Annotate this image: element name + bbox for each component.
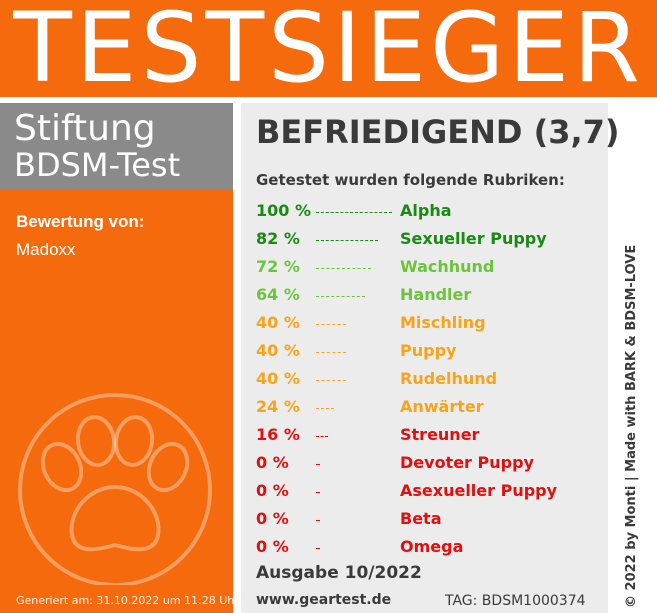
- category-percent: 72 %: [256, 257, 300, 276]
- category-bar: [316, 436, 329, 437]
- category-row: 72 % Wachhund: [256, 253, 606, 281]
- organization-name-line1: Stiftung: [14, 108, 156, 149]
- category-bar: [316, 464, 320, 465]
- category-name: Streuner: [400, 425, 480, 444]
- grade-heading: BEFRIEDIGEND (3,7): [256, 113, 620, 151]
- category-percent: 40 %: [256, 369, 300, 388]
- category-bar: [316, 408, 335, 409]
- category-row: 24 % Anwärter: [256, 393, 606, 421]
- tested-categories-label: Getestet wurden folgende Rubriken:: [256, 171, 565, 189]
- category-row: 82 % Sexueller Puppy: [256, 225, 606, 253]
- banner-title: TESTSIEGER: [13, 0, 644, 104]
- credit-text: © 2022 by Monti | Made with BARK & BDSM-…: [624, 244, 639, 608]
- category-row: 40 % Rudelhund: [256, 365, 606, 393]
- category-bar: [316, 492, 320, 493]
- category-row: 16 % Streuner: [256, 421, 606, 449]
- category-row: 0 % Omega: [256, 533, 606, 561]
- category-name: Wachhund: [400, 257, 495, 276]
- category-bar: [316, 352, 347, 353]
- category-row: 0 % Devoter Puppy: [256, 449, 606, 477]
- category-percent: 82 %: [256, 229, 300, 248]
- category-name: Omega: [400, 537, 464, 556]
- category-bar: [316, 548, 320, 549]
- category-name: Handler: [400, 285, 472, 304]
- paw-icon: [18, 393, 212, 585]
- category-bar: [316, 212, 392, 213]
- category-name: Puppy: [400, 341, 457, 360]
- category-percent: 40 %: [256, 341, 300, 360]
- category-name: Mischling: [400, 313, 486, 332]
- category-name: Alpha: [400, 201, 452, 220]
- category-row: 0 % Beta: [256, 505, 606, 533]
- rated-by-name: Madoxx: [16, 240, 76, 259]
- category-row: 40 % Puppy: [256, 337, 606, 365]
- category-bar: [316, 324, 347, 325]
- issue-label: Ausgabe 10/2022: [256, 563, 422, 583]
- category-percent: 100 %: [256, 201, 311, 220]
- organization-name-line2: BDSM-Test: [14, 146, 181, 184]
- category-row: 0 % Asexueller Puppy: [256, 477, 606, 505]
- category-percent: 16 %: [256, 425, 300, 444]
- category-bar: [316, 296, 365, 297]
- result-panel: [241, 103, 608, 613]
- category-list: 100 % Alpha 82 % Sexueller Puppy 72 % Wachhun…: [256, 197, 606, 561]
- category-percent: 40 %: [256, 313, 300, 332]
- category-percent: 0 %: [256, 537, 289, 556]
- category-name: Beta: [400, 509, 442, 528]
- rated-by-label: Bewertung von:: [16, 212, 145, 231]
- banner: [0, 0, 657, 97]
- website-link[interactable]: www.geartest.de: [256, 592, 392, 608]
- category-percent: 64 %: [256, 285, 300, 304]
- category-name: Anwärter: [400, 397, 484, 416]
- category-bar: [316, 240, 379, 241]
- organization-box: [0, 103, 233, 189]
- category-name: Devoter Puppy: [400, 453, 534, 472]
- generated-date: Generiert am: 31.10.2022 um 11:28 Uhr: [16, 594, 239, 607]
- category-bar: [316, 520, 320, 521]
- category-percent: 0 %: [256, 509, 289, 528]
- tag-id: TAG: BDSM1000374: [445, 593, 586, 609]
- category-row: 64 % Handler: [256, 281, 606, 309]
- category-percent: 0 %: [256, 481, 289, 500]
- category-percent: 0 %: [256, 453, 289, 472]
- category-row: 40 % Mischling: [256, 309, 606, 337]
- category-name: Sexueller Puppy: [400, 229, 547, 248]
- category-bar: [316, 380, 347, 381]
- category-name: Rudelhund: [400, 369, 498, 388]
- category-row: 100 % Alpha: [256, 197, 606, 225]
- category-percent: 24 %: [256, 397, 300, 416]
- category-name: Asexueller Puppy: [400, 481, 558, 500]
- category-bar: [316, 268, 371, 269]
